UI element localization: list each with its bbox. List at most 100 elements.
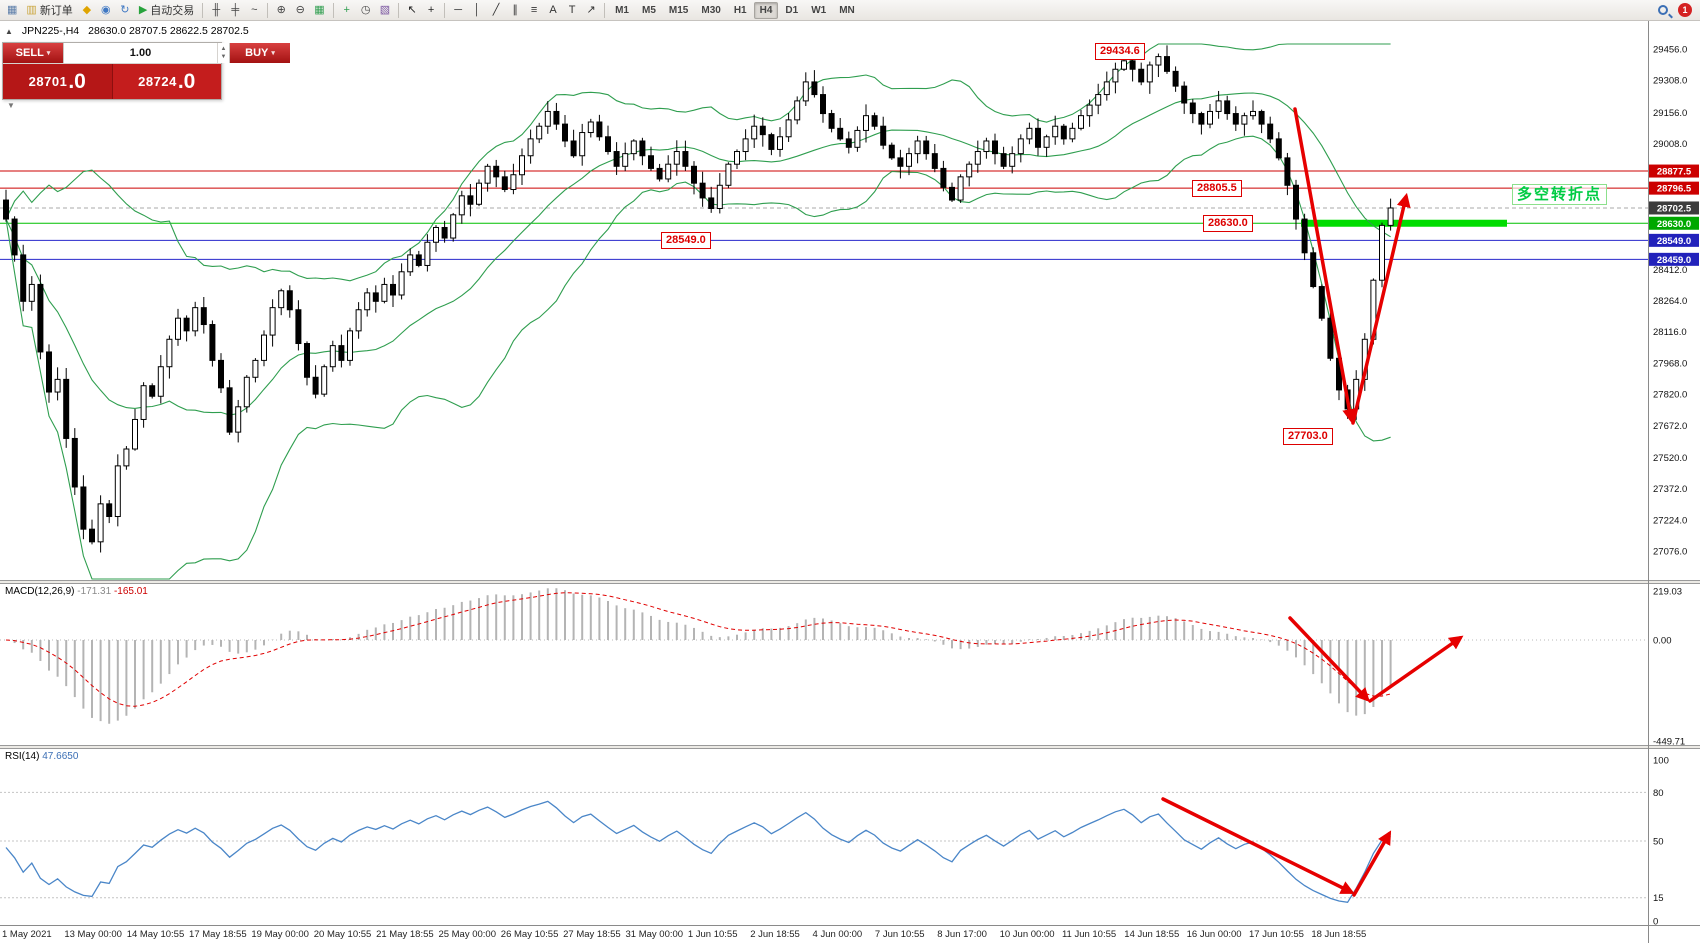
candle-body bbox=[820, 94, 826, 115]
trend-arrow-macd[interactable] bbox=[1368, 635, 1464, 703]
ohlc-values: 28630.0 28707.5 28622.5 28702.5 bbox=[88, 25, 249, 37]
time-axis-label: 25 May 00:00 bbox=[438, 929, 496, 940]
candle-body bbox=[837, 127, 844, 140]
cursor-icon-glyph: ↖ bbox=[407, 3, 417, 16]
low-price-annotation[interactable]: 27703.0 bbox=[1283, 428, 1333, 445]
timeframe-button-m30[interactable]: M30 bbox=[701, 4, 721, 16]
text-icon[interactable]: A bbox=[544, 1, 562, 19]
buy-button[interactable]: BUY ▾ bbox=[230, 43, 290, 63]
fibonacci-icon[interactable]: ≡ bbox=[525, 1, 543, 19]
candle-body bbox=[751, 125, 758, 140]
level-label-28549[interactable]: 28549.0 bbox=[661, 232, 711, 249]
chart-canvas[interactable]: 29456.0 29308.0 29156.0 29008.0 28412.0 28264… bbox=[0, 21, 1700, 943]
community-icon[interactable]: ◉ bbox=[97, 1, 115, 19]
price-tag-28630.0[interactable] bbox=[1649, 216, 1699, 230]
candle-body bbox=[1327, 317, 1334, 359]
candle-body bbox=[1267, 123, 1274, 140]
line-chart-icon[interactable]: ~ bbox=[245, 1, 263, 19]
cursor-icon[interactable]: ↖ bbox=[403, 1, 421, 19]
price-tag-text: 28702.5 bbox=[1657, 203, 1692, 214]
window-separator[interactable] bbox=[0, 745, 1700, 749]
candlestick-chart-icon[interactable]: ╪ bbox=[226, 1, 244, 19]
volume-down-icon[interactable]: ▼ bbox=[220, 54, 227, 60]
price-axis[interactable]: 29456.0 29308.0 29156.0 29008.0 28412.0 28264… bbox=[1649, 45, 1699, 928]
new-order-button[interactable]: ▥ 新订单 bbox=[22, 1, 76, 19]
price-axis-label: 29308.0 bbox=[1653, 76, 1687, 87]
volume-input[interactable] bbox=[64, 43, 217, 63]
candle-body bbox=[906, 153, 912, 167]
time-axis-label: 20 May 10:55 bbox=[314, 929, 372, 940]
trend-arrow-main[interactable] bbox=[1293, 107, 1357, 424]
trend-arrow-main[interactable] bbox=[1351, 192, 1411, 425]
trendline-icon[interactable]: ╱ bbox=[487, 1, 505, 19]
timeframe-button-h1[interactable]: H1 bbox=[733, 4, 747, 16]
level-label-28805[interactable]: 28805.5 bbox=[1192, 180, 1242, 197]
mql5-market-icon[interactable]: ◆ bbox=[78, 1, 96, 19]
bars-chart-icon[interactable]: ╫ bbox=[207, 1, 225, 19]
timeframe-button-d1[interactable]: D1 bbox=[785, 4, 799, 16]
window-separator[interactable] bbox=[0, 580, 1700, 584]
timeframe-button-m5[interactable]: M5 bbox=[642, 4, 656, 16]
candle-body bbox=[89, 528, 95, 543]
shapes-icon[interactable]: ↗ bbox=[582, 1, 600, 19]
price-axis-label: 29456.0 bbox=[1653, 45, 1687, 56]
new-chart-icon[interactable]: ▦ bbox=[3, 1, 21, 19]
trend-arrow-macd[interactable] bbox=[1288, 616, 1370, 703]
price-axis-label: 29008.0 bbox=[1653, 139, 1687, 150]
price-axis-label: 27820.0 bbox=[1653, 390, 1687, 401]
autotrading-button[interactable]: ▶ 自动交易 bbox=[135, 1, 198, 19]
candle-body bbox=[175, 317, 181, 340]
crosshair-icon[interactable]: + bbox=[422, 1, 440, 19]
candle-body bbox=[931, 153, 938, 169]
sell-price[interactable]: 28701 .0 bbox=[3, 64, 112, 99]
level-label-28630[interactable]: 28630.0 bbox=[1203, 215, 1253, 232]
templates-icon[interactable]: ▧ bbox=[376, 1, 394, 19]
candle-body bbox=[544, 110, 551, 127]
notification-badge[interactable]: 1 bbox=[1678, 3, 1692, 17]
candle-body bbox=[1009, 153, 1016, 167]
community-icon-glyph: ◉ bbox=[101, 3, 111, 16]
price-tag-28796.5[interactable] bbox=[1649, 181, 1699, 195]
timeframe-button-mn[interactable]: MN bbox=[839, 4, 855, 16]
window-expand-icon[interactable]: ▲ bbox=[5, 26, 13, 36]
periods-icon[interactable]: ◷ bbox=[357, 1, 375, 19]
indicators-icon[interactable]: + bbox=[338, 1, 356, 19]
price-axis-label: 27520.0 bbox=[1653, 453, 1687, 464]
trend-arrow-rsi[interactable] bbox=[1161, 797, 1355, 894]
refresh-icon[interactable]: ↻ bbox=[116, 1, 134, 19]
candle-body bbox=[1129, 60, 1136, 70]
sell-button[interactable]: SELL ▾ bbox=[3, 43, 63, 63]
buy-price[interactable]: 28724 .0 bbox=[111, 64, 221, 99]
timeframe-button-m15[interactable]: M15 bbox=[668, 4, 689, 16]
candle-body bbox=[166, 338, 173, 368]
timeframe-button-w1[interactable]: W1 bbox=[811, 4, 827, 16]
candle-body bbox=[304, 343, 310, 378]
volume-up-icon[interactable]: ▲ bbox=[220, 46, 227, 52]
candle-body bbox=[441, 226, 448, 239]
time-axis-label: 16 Jun 00:00 bbox=[1187, 929, 1242, 940]
candle-body bbox=[1026, 127, 1033, 140]
hline-icon[interactable]: ─ bbox=[449, 1, 467, 19]
trend-arrow-rsi[interactable] bbox=[1352, 830, 1392, 897]
timeframe-button-m1[interactable]: M1 bbox=[615, 4, 629, 16]
zoom-out-icon[interactable]: ⊖ bbox=[291, 1, 309, 19]
tile-windows-icon[interactable]: ▦ bbox=[310, 1, 328, 19]
candle-body bbox=[777, 136, 783, 150]
turning-point-note[interactable]: 多空转折点 bbox=[1512, 184, 1608, 205]
search-icon[interactable] bbox=[1658, 5, 1668, 15]
label-icon[interactable]: T bbox=[563, 1, 581, 19]
high-price-annotation[interactable]: 29434.6 bbox=[1095, 43, 1145, 60]
trade-panel-collapse-icon[interactable]: ▼ bbox=[7, 101, 15, 110]
price-tag-28459.0[interactable] bbox=[1649, 252, 1699, 266]
vline-icon[interactable]: │ bbox=[468, 1, 486, 19]
candle-body bbox=[880, 125, 887, 146]
zoom-in-icon[interactable]: ⊕ bbox=[272, 1, 290, 19]
price-tag-28549.0[interactable] bbox=[1649, 233, 1699, 247]
price-tag-28702.5[interactable] bbox=[1649, 201, 1699, 215]
timeframe-button-h4[interactable]: H4 bbox=[753, 1, 779, 19]
channel-icon[interactable]: ∥ bbox=[506, 1, 524, 19]
candle-body bbox=[149, 385, 156, 397]
price-tag-28877.5[interactable] bbox=[1649, 164, 1699, 178]
time-axis[interactable]: 1 May 2021 13 May 00:00 14 May 10:55 17 May… bbox=[2, 929, 1366, 940]
candle-body bbox=[1069, 127, 1076, 140]
